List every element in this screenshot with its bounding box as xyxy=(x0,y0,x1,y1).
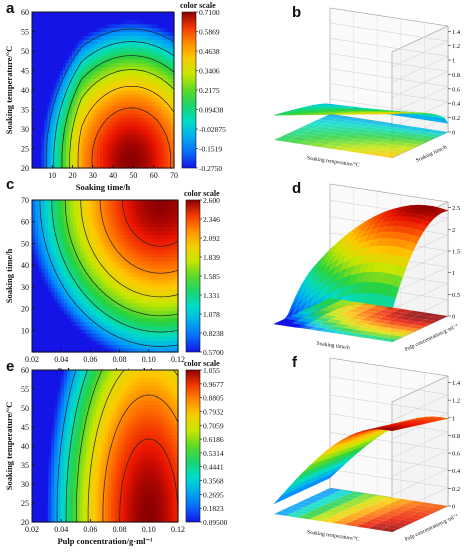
y-tick-label: 20 xyxy=(21,305,29,314)
colorbar-tick-label: 0.4638 xyxy=(199,47,220,56)
y-tick-label: 30 xyxy=(21,283,29,292)
y-axis-title: Soaking time/h xyxy=(4,248,14,303)
y-tick-label: 35 xyxy=(21,106,29,115)
y-tick-label: 45 xyxy=(21,67,29,76)
y-tick-label: 60 xyxy=(21,218,29,227)
colorbar-tick-label: 1.839 xyxy=(203,253,220,262)
heatmap-cells xyxy=(32,12,175,169)
colorbar-tick-label: 0.7100 xyxy=(199,8,220,17)
y-axis-title: Soaking temperature/°C xyxy=(4,46,14,134)
heatmap-cells xyxy=(32,370,179,523)
colorbar-tick-label: 1.331 xyxy=(203,291,220,300)
colorbar-tick-label: -0.02875 xyxy=(199,125,226,134)
y-tick-label: 20 xyxy=(21,164,29,173)
y-tick-label: 40 xyxy=(21,261,29,270)
heatmap-cells xyxy=(32,200,179,353)
colorbar xyxy=(186,200,200,352)
panel-letter-c: c xyxy=(6,176,14,193)
panel-letter-e: e xyxy=(6,358,14,375)
colorbar-tick-label: -0.2750 xyxy=(199,164,222,173)
y-tick-label: 55 xyxy=(21,28,29,37)
y-tick-label: 50 xyxy=(21,47,29,56)
y-tick-label: 50 xyxy=(21,239,29,248)
colorbar-tick-label: 0.2175 xyxy=(199,86,220,95)
colorbar-tick-label: 0.5700 xyxy=(203,348,224,357)
y-tick-label: 10 xyxy=(21,326,29,335)
colorbar-tick-label: 0.8238 xyxy=(203,329,224,338)
colorbar-tick-label: 0.3406 xyxy=(199,67,220,76)
colorbar-tick-label: 2.092 xyxy=(203,234,220,243)
y-tick-label: 25 xyxy=(21,145,29,154)
y-tick-label: 40 xyxy=(21,86,29,95)
colorbar-tick-label: 1.078 xyxy=(203,310,220,319)
colorbar-tick-label: 1.585 xyxy=(203,272,220,281)
y-tick-label: 30 xyxy=(21,125,29,134)
colorbar xyxy=(182,12,196,168)
panel-letter-a: a xyxy=(6,0,14,17)
colorbar-tick-label: 0.5869 xyxy=(199,28,220,37)
colorbar-tick-label: -0.1519 xyxy=(199,145,222,154)
colorbar-tick-label: 2.346 xyxy=(203,215,220,224)
colorbar-tick-label: 2.600 xyxy=(203,196,220,205)
y-tick-label: 60 xyxy=(21,8,29,17)
colorbar-tick-label: 0.09438 xyxy=(199,106,224,115)
y-tick-label: 70 xyxy=(21,196,29,205)
